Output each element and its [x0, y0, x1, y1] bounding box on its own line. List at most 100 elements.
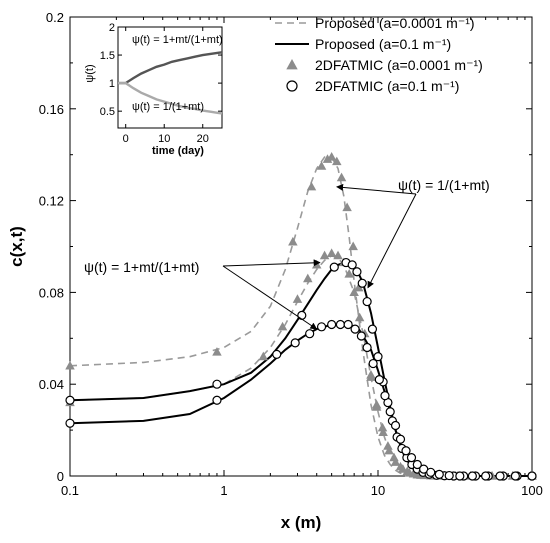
triangle-point	[65, 360, 75, 370]
triangle-point	[377, 422, 388, 432]
y-tick-label: 0	[57, 469, 64, 484]
triangle-point	[332, 156, 342, 166]
circle-point	[368, 358, 378, 369]
arrow-growth-lower	[222, 265, 318, 330]
triangle-point	[354, 312, 365, 322]
x-axis-label: x (m)	[281, 513, 322, 532]
arrow-growth-upper	[222, 259, 321, 267]
proposed-solid-line-3	[69, 323, 532, 477]
circle-point	[305, 329, 315, 339]
circle-point	[401, 446, 411, 456]
circle-point	[297, 310, 307, 320]
triangle-point	[258, 351, 269, 361]
triangle-point	[326, 248, 337, 257]
y-axis-label: c(x,t)	[7, 226, 26, 267]
triangle-point	[311, 259, 322, 269]
y-tick-label: 0.2	[46, 10, 64, 25]
inset-x-axis-label: time (day)	[152, 145, 204, 157]
triangle-point	[371, 399, 382, 409]
circle-point	[467, 471, 477, 481]
circle-point	[395, 434, 406, 444]
inset-y-tick-label: 0.5	[100, 106, 115, 118]
triangle-point	[384, 445, 394, 455]
triangle-point	[344, 269, 354, 278]
triangle-point	[292, 294, 303, 303]
circle-point	[65, 418, 75, 428]
inset-x-tick-label: 20	[197, 133, 209, 145]
circle-point	[510, 471, 520, 481]
inset-y-tick-label: 2	[109, 22, 115, 34]
triangle-point	[378, 427, 388, 436]
circle-point	[385, 407, 395, 417]
x-tick-label: 0.1	[61, 483, 79, 498]
legend-label: Proposed (a=0.0001 m⁻¹)	[315, 15, 475, 31]
circle-point	[390, 420, 401, 431]
triangle-point	[326, 151, 337, 161]
triangle-point	[212, 347, 222, 356]
circle-point	[290, 338, 300, 348]
circle-point	[481, 471, 491, 481]
circle-point	[350, 324, 360, 334]
inset-x-tick-label: 10	[158, 133, 170, 145]
legend-swatch-circle	[286, 80, 298, 92]
triangle-point	[306, 181, 317, 191]
triangle-point	[303, 273, 313, 283]
y-tick-label: 0.16	[39, 102, 64, 117]
triangle-point	[348, 241, 358, 251]
inset-annotation-growth: ψ(t) = 1+mt/(1+mt)	[132, 34, 223, 46]
circle-point	[65, 395, 75, 405]
circle-point	[495, 471, 505, 481]
circle-point	[362, 342, 372, 353]
x-tick-label: 10	[371, 483, 385, 498]
inset-annotation-inverse: ψ(t) = 1/(1+mt)	[132, 101, 204, 113]
circle-point	[352, 267, 362, 277]
circle-point	[380, 391, 390, 401]
y-tick-label: 0.08	[39, 285, 64, 300]
triangle-point	[366, 372, 376, 381]
x-tick-label: 1	[220, 483, 227, 498]
arrow-inverse-upper	[336, 183, 417, 195]
triangle-point	[277, 321, 288, 331]
legend-label: 2DFATMIC (a=0.1 m⁻¹)	[315, 78, 459, 94]
triangle-point	[342, 202, 352, 212]
circle-point	[406, 453, 417, 463]
triangle-point	[389, 452, 399, 462]
proposed-dashed-line-1	[69, 254, 532, 477]
triangle-point	[395, 461, 406, 471]
circle-point	[367, 324, 378, 334]
circle-point	[412, 459, 422, 470]
circle-point	[212, 379, 222, 389]
triangle-point	[349, 287, 359, 296]
inset-line-1	[118, 81, 223, 115]
triangle-point	[316, 161, 327, 170]
triangle-point	[336, 172, 347, 182]
circle-point	[272, 349, 282, 359]
annotation-inverse: ψ(t) = 1/(1+mt)	[398, 177, 490, 193]
inset-x-tick-label: 0	[123, 133, 129, 145]
triangle-point	[408, 468, 419, 478]
inset-y-tick-label: 1	[109, 78, 115, 90]
circle-point	[527, 471, 537, 481]
circle-point	[356, 331, 366, 341]
triangle-point	[354, 282, 364, 292]
legend-swatch-triangle	[286, 59, 298, 70]
arrow-inverse-lower	[367, 193, 417, 289]
triangle-point	[288, 236, 298, 246]
y-tick-label: 0.12	[39, 194, 64, 209]
triangle-point	[333, 250, 343, 260]
circle-point	[357, 278, 367, 288]
inset-y-tick-label: 1.5	[100, 50, 115, 62]
circle-point	[426, 467, 436, 477]
circle-point	[335, 319, 346, 330]
circle-point	[343, 319, 353, 330]
inset-y-axis-label: ψ(t)	[84, 64, 96, 82]
circle-point	[212, 395, 222, 405]
inset-line-0	[118, 51, 223, 85]
circle-point	[373, 352, 383, 362]
circle-point	[444, 470, 454, 481]
circle-point	[434, 469, 444, 479]
circle-point	[347, 260, 357, 270]
y-tick-label: 0.04	[39, 377, 64, 392]
triangle-point	[383, 441, 393, 450]
